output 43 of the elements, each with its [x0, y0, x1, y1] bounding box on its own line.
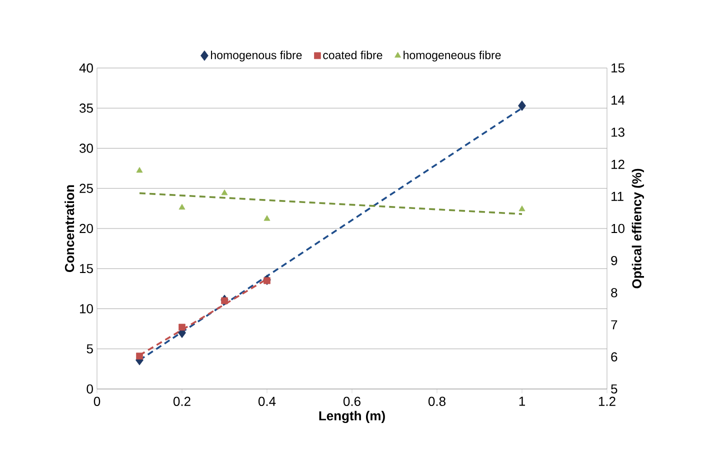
y2-tick-label: 15: [612, 63, 624, 73]
point: [178, 204, 186, 210]
y2-tick-label: 9: [611, 256, 618, 266]
y2-axis-title: Optical effiency (%): [632, 168, 644, 288]
y-tick-label: 5: [86, 344, 93, 354]
y2-tick-label: 6: [611, 352, 618, 362]
y2-tick-label: 7: [611, 320, 618, 330]
point: [221, 189, 228, 196]
x-tick-label: 0.8: [428, 396, 446, 406]
point: [264, 215, 270, 221]
x-tick-label: 0.2: [173, 396, 190, 406]
x-tick-label: 1.2: [598, 396, 616, 406]
point: [221, 297, 228, 304]
y-tick-label: 30: [80, 144, 93, 153]
point: [136, 167, 143, 173]
y-tick-label: 40: [79, 63, 93, 73]
y2-tick-label: 8: [611, 288, 618, 298]
y-tick-label: 10: [80, 304, 93, 314]
y2-tick-label: 11: [612, 192, 624, 201]
point: [518, 206, 526, 212]
y2-tick-label: 10: [612, 224, 624, 234]
y-tick-label: 25: [80, 184, 93, 193]
y-tick-label: 0: [86, 384, 93, 394]
legend-label: homogenous fibre: [211, 50, 302, 62]
x-tick-label: 1: [519, 396, 525, 406]
point: [136, 352, 143, 360]
x-axis-title: Length (m): [319, 410, 385, 424]
legend-label: coated fibre: [323, 50, 382, 60]
x-tick-label: 0.4: [258, 396, 276, 406]
y-tick-label: 35: [80, 104, 93, 113]
y2-tick-label: 5: [611, 384, 618, 394]
point: [264, 277, 270, 284]
point: [178, 324, 186, 331]
y-tick-label: 20: [80, 224, 93, 234]
x-tick-label: 0: [94, 396, 100, 406]
y-tick-label: 15: [80, 264, 93, 274]
y2-tick-label: 13: [612, 128, 624, 137]
y2-tick-label: 14: [612, 96, 625, 105]
x-tick-label: 0.6: [343, 396, 360, 406]
y-axis-title: Concentration: [64, 185, 74, 272]
point: [518, 100, 526, 111]
y2-tick-label: 12: [612, 160, 624, 169]
legend-label: homogeneous fibre: [404, 50, 501, 62]
